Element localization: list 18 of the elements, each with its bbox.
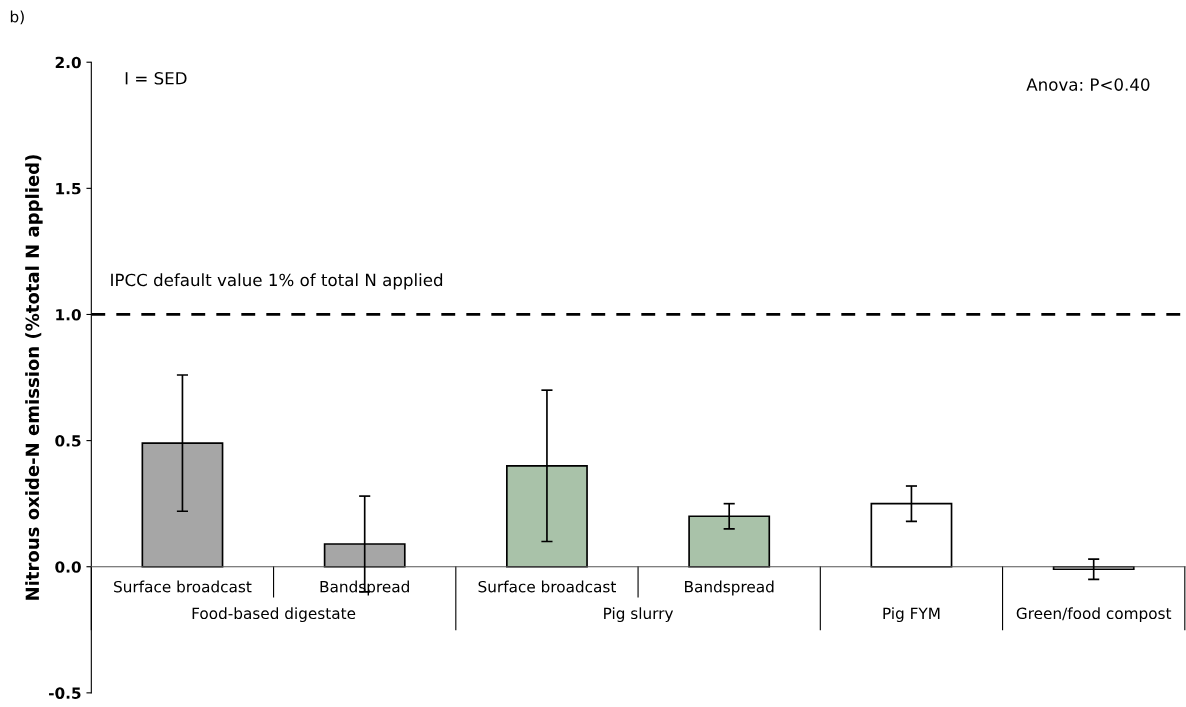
y-tick-label: 1.5	[56, 183, 81, 195]
annotation: Food-based digestate	[192, 607, 356, 623]
annotation: Pig slurry	[604, 607, 674, 623]
y-tick-label: 2.0	[55, 56, 81, 69]
annotation: Green/food compost	[1016, 607, 1172, 623]
x-tick-label: Surface broadcast	[478, 580, 616, 593]
ref-line-label: IPCC default value 1% of total N applied	[111, 273, 443, 290]
annotation: I = SED	[125, 71, 187, 85]
y-tick-label: 0.0	[55, 561, 81, 573]
y-tick-label: 0.5	[55, 435, 81, 447]
y-tick-label: 1.0	[56, 308, 81, 321]
annotation: Pig FYM	[883, 607, 940, 623]
y-axis-title: Nitrous oxide-N emission (%total N applied)	[25, 155, 43, 600]
chart-title: b)	[10, 10, 24, 25]
x-tick-label: Surface broadcast	[114, 580, 252, 593]
x-tick-label: Bandspread	[685, 580, 774, 596]
annotation: Anova: P<0.40	[1026, 78, 1150, 91]
y-tick-label: -0.5	[49, 687, 81, 699]
